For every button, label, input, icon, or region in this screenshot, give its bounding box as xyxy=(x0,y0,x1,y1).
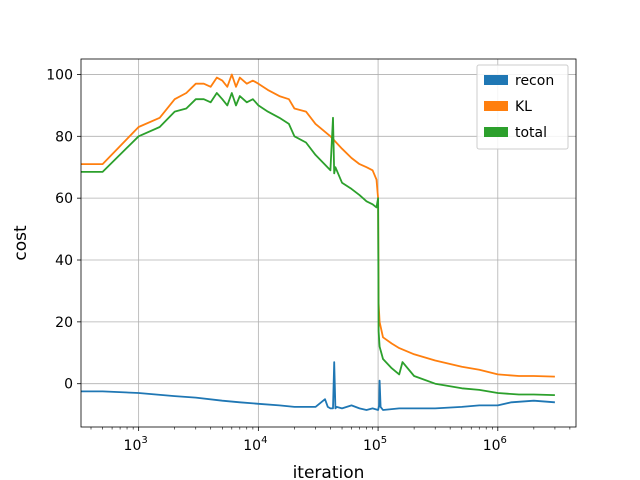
legend-swatch-recon xyxy=(484,75,508,85)
series-line-total xyxy=(81,92,555,396)
legend-swatch-total xyxy=(484,127,508,137)
x-tick-label: 103 xyxy=(124,435,148,454)
legend-label-kl: KL xyxy=(515,99,532,115)
y-tick-label: 80 xyxy=(55,129,73,145)
y-tick-label: 100 xyxy=(46,67,73,83)
series-layer xyxy=(81,73,555,411)
series-line-recon xyxy=(81,361,555,411)
y-tick-label: 40 xyxy=(55,253,73,269)
tick-layer: 0 20 40 60 80 100 103 104 105 106 xyxy=(46,67,571,454)
x-axis-label: iteration xyxy=(293,463,365,480)
y-tick-label: 60 xyxy=(55,191,73,207)
x-tick-label: 104 xyxy=(243,435,267,454)
x-tick-label: 105 xyxy=(363,435,387,454)
legend-label-total: total xyxy=(515,125,547,141)
legend: recon KL total xyxy=(476,64,569,150)
y-tick-label: 0 xyxy=(64,377,73,393)
y-axis-label: cost xyxy=(11,225,31,261)
plot-frame xyxy=(80,58,577,428)
legend-label-recon: recon xyxy=(515,73,554,89)
x-tick-label: 106 xyxy=(483,435,507,454)
series-line-kl xyxy=(81,73,555,378)
y-tick-label: 20 xyxy=(55,315,73,331)
legend-swatch-kl xyxy=(484,101,508,111)
